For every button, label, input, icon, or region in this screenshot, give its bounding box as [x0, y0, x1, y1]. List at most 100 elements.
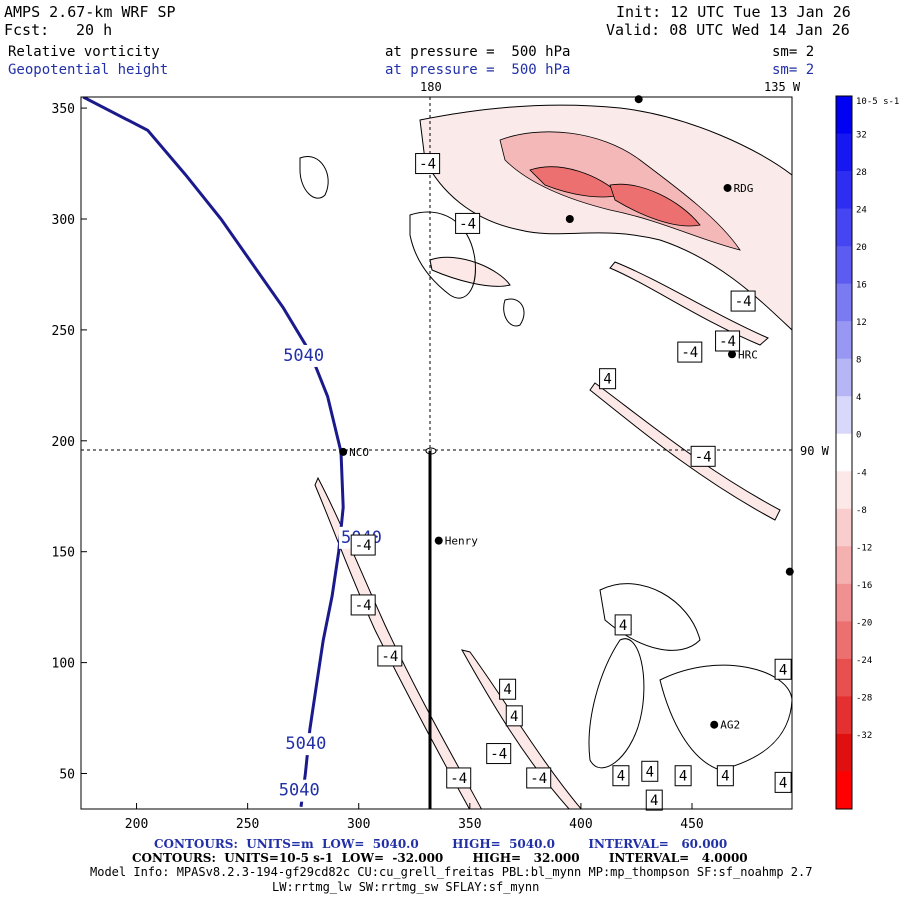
field2-smoothing: sm= 2 — [772, 62, 815, 78]
vorticity-band-southwest — [314, 476, 483, 809]
colorbar-segment — [836, 283, 852, 322]
vorticity-contour-label: -4 — [735, 294, 752, 310]
vorticity-contour-label: -4 — [355, 598, 372, 614]
station-marker-4 — [710, 720, 719, 729]
colorbar-tick-label: 24 — [856, 206, 867, 216]
lon-90w-label: 90 W — [800, 444, 830, 458]
colorbar-tick-label: -8 — [856, 506, 867, 516]
colorbar-tick-label: 28 — [856, 168, 867, 178]
vorticity-contour-label: -4 — [381, 649, 398, 665]
colorbar-segment — [836, 96, 852, 135]
vorticity-label-box-2 — [730, 290, 756, 312]
forecast-label: Fcst: — [4, 21, 50, 39]
y-tick-label: 100 — [52, 657, 75, 672]
colorbar-segment — [836, 546, 852, 585]
pole-marker — [425, 447, 437, 455]
vorticity-label-box-4 — [715, 330, 741, 352]
vorticity-contour-label: 4 — [779, 662, 787, 678]
vorticity-label-box-10 — [486, 743, 512, 765]
colorbar-segment — [836, 396, 852, 435]
colorbar-tick-label: -32 — [856, 731, 872, 741]
vorticity-band-south — [460, 649, 582, 809]
colorbar-tick-label: 0 — [856, 431, 861, 441]
vorticity-label-box-8 — [377, 645, 403, 667]
height-contour-label: 5040 — [279, 781, 320, 801]
x-tick-label: 200 — [125, 817, 148, 832]
x-tick-label: 400 — [569, 817, 592, 832]
station-marker-5 — [565, 214, 574, 223]
contour-positive-4 — [659, 664, 792, 771]
vorticity-contour-label: -4 — [530, 771, 547, 787]
vorticity-contour-label: -4 — [695, 449, 712, 465]
vorticity-label-box-1 — [455, 212, 481, 234]
field2-pressure: at pressure = 500 hPa — [385, 62, 571, 78]
vorticity-contour-label: 4 — [619, 618, 627, 634]
vorticity-label-box-0 — [415, 153, 441, 175]
y-tick-label: 200 — [52, 435, 75, 450]
vorticity-contour-label: 4 — [679, 769, 687, 785]
station-marker-0 — [339, 447, 348, 456]
vorticity-label-box-12 — [599, 368, 617, 390]
contour-positive-2 — [409, 211, 476, 299]
contour-positive-3 — [588, 638, 645, 769]
y-tick-label: 150 — [52, 546, 75, 561]
vorticity-band-east-2 — [589, 382, 781, 521]
vorticity-label-box-20 — [716, 765, 734, 787]
vorticity-contour-label: -4 — [719, 334, 736, 350]
lon-180-label: 180 — [420, 80, 442, 94]
station-label: RDG — [734, 182, 754, 195]
colorbar-segment — [836, 433, 852, 472]
vorticity-contour-label: -4 — [450, 771, 467, 787]
vorticity-label-box-21 — [774, 771, 792, 793]
colorbar-segment — [836, 696, 852, 735]
vorticity-contour-label: 4 — [779, 775, 787, 791]
vorticity-contour-label: -4 — [490, 747, 507, 763]
vorticity-label-box-16 — [612, 765, 630, 787]
vorticity-core-3 — [609, 183, 701, 227]
colorbar-segment — [836, 583, 852, 622]
colorbar-segment — [836, 733, 852, 772]
vorticity-contour-label: 4 — [646, 764, 654, 780]
colorbar: 32 28 24 20 16 12 8 4 0 -4 -8 -12 -16 -20 -24 -28 -32 10-… — [835, 95, 899, 810]
vorticity-contour-label: 4 — [721, 769, 729, 785]
vorticity-label-box-3 — [677, 341, 703, 363]
plot-frame — [80, 96, 793, 810]
height-label-bg-0 — [281, 344, 334, 367]
height-contour-label: 5040 — [285, 734, 326, 754]
vorticity-contour-label: 4 — [603, 372, 611, 388]
contour-positive-5 — [599, 583, 701, 651]
station-label: NCO — [349, 446, 369, 459]
y-tick-label: 50 — [59, 768, 75, 783]
vorticity-patch-west — [429, 256, 511, 287]
vorticity-label-box-7 — [350, 594, 376, 616]
vorticity-label-box-14 — [499, 678, 517, 700]
y-tick-label: 300 — [52, 213, 75, 228]
colorbar-frame — [835, 95, 853, 810]
colorbar-tick-label: 4 — [856, 393, 861, 403]
x-tick-label: 350 — [458, 817, 481, 832]
colorbar-tick-label: -28 — [856, 693, 872, 703]
x-tick-label: 250 — [236, 817, 259, 832]
station-label: AG2 — [720, 719, 740, 732]
vorticity-label-box-15 — [505, 705, 523, 727]
vorticity-labels: -4 -4 -4 -4 -4 -4 -4 -4 -4 -4 -4 -4 4 4 4 4 4 4 4 4 4 4 4 — [350, 153, 792, 811]
vorticity-label-box-9 — [446, 767, 472, 789]
y-tick-label: 350 — [52, 102, 75, 117]
y-tick-label: 250 — [52, 324, 75, 339]
field1-smoothing: sm= 2 — [772, 44, 815, 60]
colorbar-units: 10-5 s-1 — [856, 97, 899, 107]
colorbar-tick-label: -24 — [856, 656, 872, 666]
station-marker-7 — [785, 567, 794, 576]
field2-name: Geopotential height — [8, 62, 169, 78]
field1-name: Relative vorticity — [8, 44, 160, 60]
contour-positive-1 — [299, 156, 329, 199]
station-marker-3 — [723, 183, 732, 192]
colorbar-tick-label: 12 — [856, 318, 867, 328]
colorbar-segment — [836, 133, 852, 172]
colorbar-tick-label: -16 — [856, 581, 872, 591]
stations: NCO Henry HRC RDG AG2 — [339, 95, 794, 732]
colorbar-segment — [836, 246, 852, 285]
colorbar-tick-label: -20 — [856, 618, 872, 628]
valid-time: Valid: 08 UTC Wed 14 Jan 26 — [606, 21, 850, 39]
